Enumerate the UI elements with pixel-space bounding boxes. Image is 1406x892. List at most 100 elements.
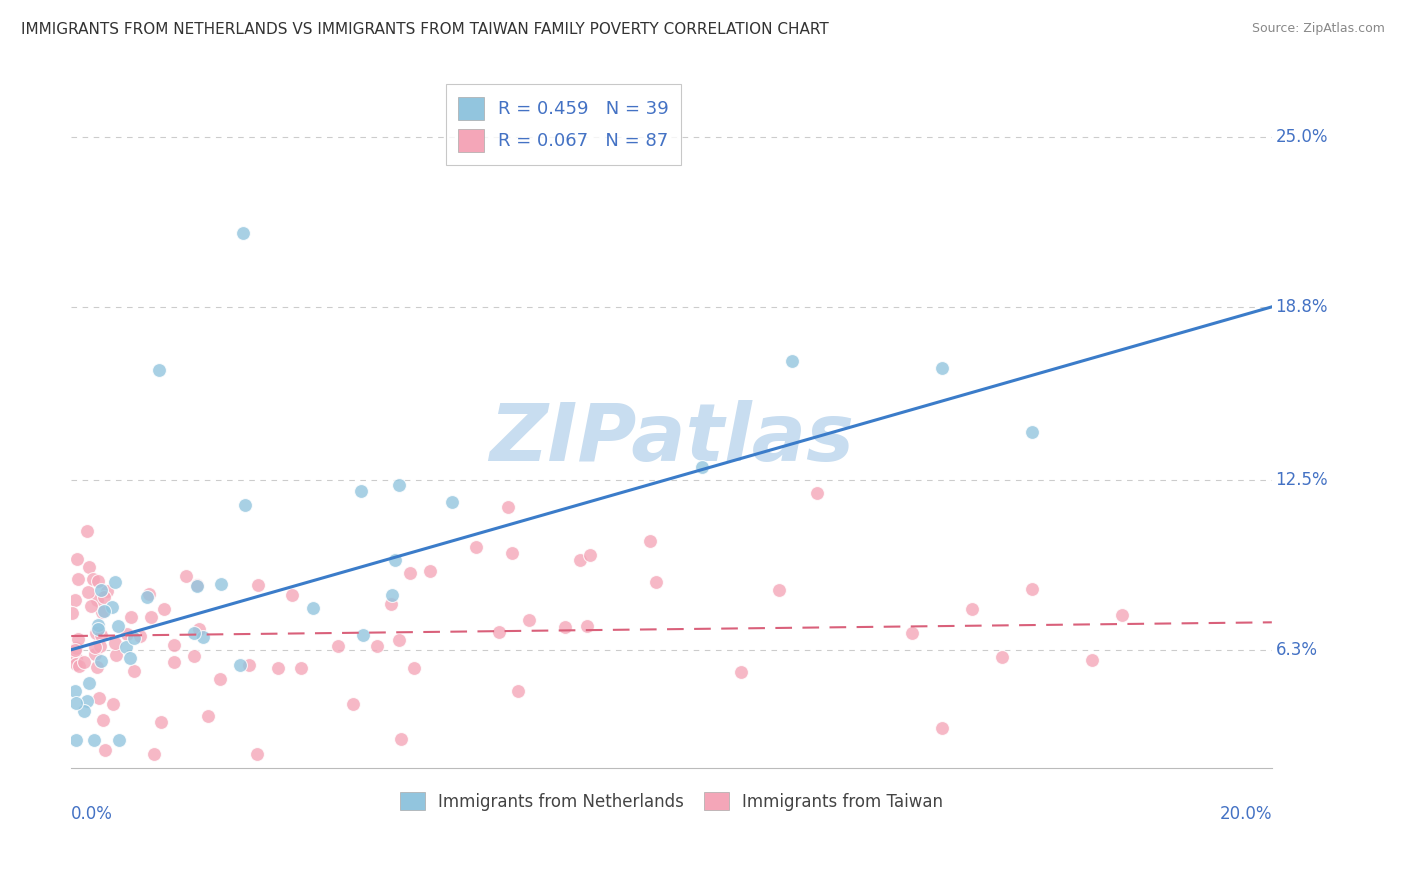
- Point: [79, 559, 101, 574]
- Text: IMMIGRANTS FROM NETHERLANDS VS IMMIGRANTS FROM TAIWAN FAMILY POVERTY CORRELATION: IMMIGRANTS FROM NETHERLANDS VS IMMIGRANT…: [21, 22, 830, 37]
- Point: [89, 627, 111, 641]
- Point: [496, 500, 519, 514]
- Point: [419, 564, 441, 578]
- Point: [517, 613, 540, 627]
- Point: [209, 672, 232, 686]
- Point: [63, 684, 86, 698]
- Point: [118, 651, 141, 665]
- Point: [87, 623, 110, 637]
- Point: [388, 633, 411, 648]
- Point: [84, 626, 107, 640]
- Point: [90, 654, 112, 668]
- Point: [350, 484, 373, 499]
- Point: [163, 638, 186, 652]
- Point: [301, 600, 323, 615]
- Text: 18.8%: 18.8%: [1275, 298, 1327, 316]
- Point: [86, 617, 108, 632]
- Point: [65, 733, 87, 747]
- Point: [66, 552, 89, 566]
- Point: [104, 636, 127, 650]
- Point: [73, 705, 96, 719]
- Point: [60, 607, 83, 621]
- Point: [101, 600, 124, 615]
- Point: [108, 733, 131, 747]
- Point: [138, 587, 160, 601]
- Point: [86, 574, 108, 589]
- Point: [554, 619, 576, 633]
- Point: [65, 657, 87, 672]
- Point: [83, 733, 105, 747]
- Text: 20.0%: 20.0%: [1219, 805, 1272, 823]
- Point: [267, 661, 290, 675]
- Point: [84, 640, 107, 654]
- Point: [233, 499, 256, 513]
- Point: [575, 619, 598, 633]
- Point: [67, 572, 90, 586]
- Point: [65, 650, 87, 665]
- Point: [65, 696, 87, 710]
- Point: [148, 363, 170, 377]
- Point: [402, 660, 425, 674]
- Point: [366, 640, 388, 654]
- Point: [103, 697, 125, 711]
- Point: [960, 601, 983, 615]
- Point: [139, 610, 162, 624]
- Point: [246, 578, 269, 592]
- Text: 12.5%: 12.5%: [1275, 471, 1329, 489]
- Point: [730, 665, 752, 679]
- Point: [381, 588, 404, 602]
- Point: [183, 648, 205, 663]
- Point: [93, 590, 115, 604]
- Point: [90, 582, 112, 597]
- Point: [153, 601, 176, 615]
- Point: [1021, 582, 1043, 596]
- Text: 0.0%: 0.0%: [72, 805, 112, 823]
- Point: [150, 714, 173, 729]
- Point: [186, 579, 208, 593]
- Point: [186, 578, 208, 592]
- Point: [326, 639, 349, 653]
- Point: [197, 708, 219, 723]
- Point: [65, 640, 87, 655]
- Point: [82, 572, 104, 586]
- Point: [569, 552, 592, 566]
- Point: [115, 627, 138, 641]
- Point: [209, 577, 232, 591]
- Point: [136, 590, 159, 604]
- Point: [93, 713, 115, 727]
- Text: ZIPatlas: ZIPatlas: [489, 400, 853, 477]
- Point: [115, 640, 138, 654]
- Point: [174, 569, 197, 583]
- Point: [1111, 608, 1133, 623]
- Point: [931, 721, 953, 735]
- Point: [105, 648, 128, 662]
- Point: [94, 743, 117, 757]
- Point: [806, 486, 828, 500]
- Point: [640, 534, 662, 549]
- Point: [63, 593, 86, 607]
- Point: [77, 675, 100, 690]
- Point: [87, 691, 110, 706]
- Point: [579, 548, 602, 562]
- Point: [104, 575, 127, 590]
- Text: Source: ZipAtlas.com: Source: ZipAtlas.com: [1251, 22, 1385, 36]
- Point: [690, 459, 713, 474]
- Point: [780, 354, 803, 368]
- Point: [89, 639, 111, 653]
- Point: [229, 658, 252, 673]
- Point: [645, 574, 668, 589]
- Point: [76, 694, 98, 708]
- Point: [280, 588, 302, 602]
- Point: [506, 684, 529, 698]
- Point: [441, 494, 464, 508]
- Point: [91, 605, 114, 619]
- Point: [384, 552, 406, 566]
- Point: [83, 647, 105, 661]
- Point: [232, 226, 254, 240]
- Point: [63, 643, 86, 657]
- Point: [193, 630, 215, 644]
- Point: [69, 659, 91, 673]
- Point: [352, 628, 374, 642]
- Text: 6.3%: 6.3%: [1275, 640, 1317, 659]
- Point: [900, 626, 922, 640]
